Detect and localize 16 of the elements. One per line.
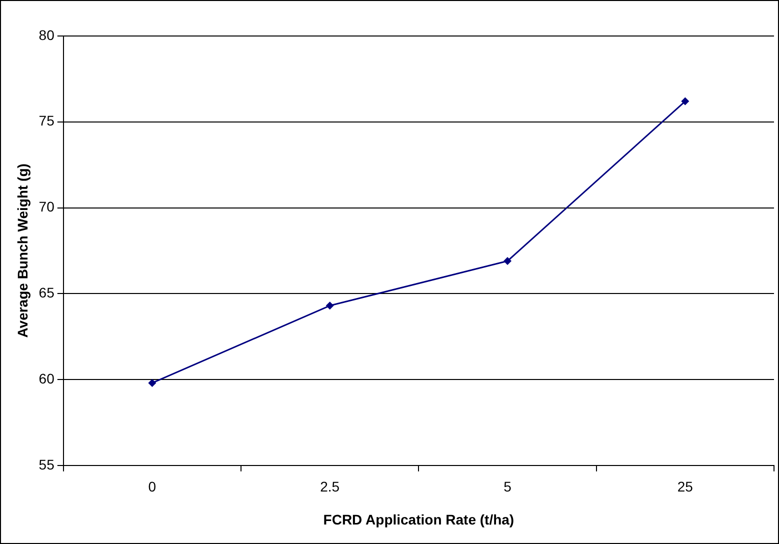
point: [504, 257, 512, 266]
y-tick-label: 70: [38, 198, 55, 215]
point: [148, 378, 156, 387]
y-tick-label: 80: [38, 26, 55, 43]
x-tick-label: 5: [504, 478, 512, 495]
x-axis-title: FCRD Application Rate (t/ha): [323, 511, 514, 528]
y-tick-label: 75: [38, 112, 55, 129]
y-tick-label: 60: [38, 370, 55, 386]
point: [326, 302, 334, 310]
point: [681, 97, 690, 106]
x-tick-label: 0: [148, 478, 156, 495]
x-tick-label: 2.5: [320, 478, 340, 495]
x-tick-label: 25: [677, 478, 694, 495]
y-tick-label: 65: [38, 284, 55, 300]
y-axis-title: Average Bunch Weight (g): [14, 164, 30, 338]
y-tick-label: 55: [38, 456, 55, 472]
